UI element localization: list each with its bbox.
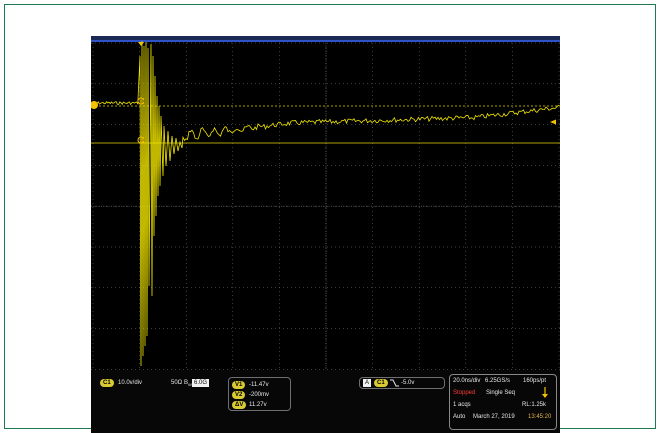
cursor-b-label: b: [140, 138, 143, 143]
arrow-down-icon: [542, 387, 548, 398]
trigger-mode-tag[interactable]: A: [363, 379, 372, 387]
measurement-panel: C1 10.0v/div 50Ω BW 6.0G V1 -11.47v V2 -…: [91, 370, 560, 433]
delta-v-tag[interactable]: ΔV: [232, 401, 247, 409]
resolution: 160ps/pt: [523, 378, 547, 384]
falling-edge-icon: [390, 379, 399, 387]
graticule-grid: [91, 42, 560, 370]
sample-rate: 6.25GS/s: [485, 378, 511, 384]
acquisition-mode: Single Seq: [486, 390, 516, 396]
bandwidth-sub: W: [188, 382, 192, 388]
v1-tag[interactable]: V1: [232, 381, 246, 389]
record-length: RL:1.25k: [522, 402, 547, 408]
channel-scale: 10.0v/div: [118, 380, 143, 386]
bandwidth-value: 6.0G: [192, 379, 210, 387]
status-strip: [91, 40, 560, 42]
acquisition-readout-box: [449, 374, 557, 430]
oscilloscope-screen: a b C1 10.0v/div 50Ω BW 6.0G V1 -11.47v …: [91, 36, 560, 433]
channel-1-tag[interactable]: C1: [100, 379, 114, 387]
bandwidth-prefix: B: [184, 380, 189, 386]
capture-time: 13:45:20: [528, 414, 552, 420]
cursor-readout-box: [228, 377, 291, 411]
acquisition-count: 1 acqs: [453, 402, 471, 408]
cursor-a-handle[interactable]: [137, 97, 145, 105]
bandwidth-limit: BW: [184, 379, 192, 389]
acquisition-status: Stopped: [453, 390, 476, 396]
trigger-readout-box: [359, 377, 445, 389]
v2-value: -200mv: [249, 392, 270, 398]
cursor-b-handle[interactable]: [137, 136, 145, 144]
title-bar: [91, 36, 560, 40]
delta-v-value: 11.27v: [249, 402, 267, 408]
v2-tag[interactable]: V2: [232, 391, 246, 399]
trigger-source-tag[interactable]: C1: [374, 379, 388, 387]
channel-1-waveform: [91, 40, 560, 367]
cursor-a-label: a: [140, 99, 143, 104]
triangle-down-icon[interactable]: [138, 42, 144, 46]
waveform-graticule: a b: [91, 40, 560, 370]
trigger-mode: Auto: [453, 414, 466, 420]
capture-date: March 27, 2019: [473, 414, 515, 420]
arrow-left-icon[interactable]: [550, 119, 556, 125]
circle-marker-icon[interactable]: [91, 101, 98, 109]
timebase: 20.0ns/div: [453, 378, 481, 384]
channel-impedance: 50Ω: [171, 380, 183, 386]
trigger-level: -5.0v: [401, 380, 415, 386]
v1-value: -11.47v: [249, 382, 269, 388]
